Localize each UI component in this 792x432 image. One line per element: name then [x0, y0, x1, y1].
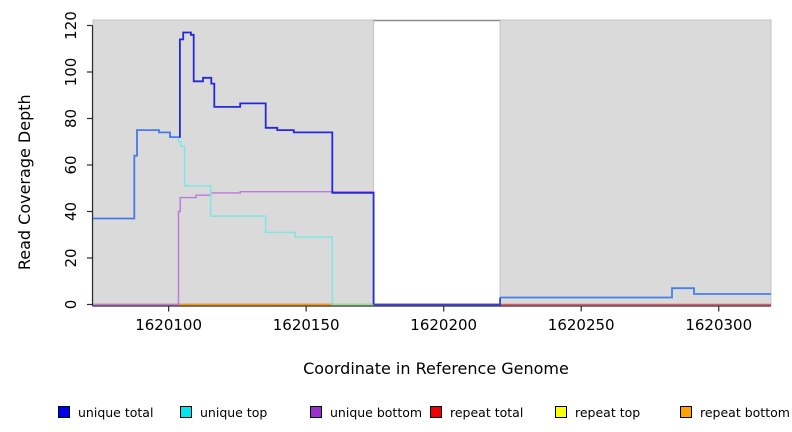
legend-swatch-unique-bottom-icon	[310, 405, 322, 418]
y-tick-label: 40	[62, 202, 80, 221]
y-tick-label: 100	[62, 58, 80, 87]
y-axis-title: Read Coverage Depth	[15, 94, 34, 270]
y-tick-label: 60	[62, 155, 80, 174]
x-tick-label: 1620300	[685, 316, 752, 334]
legend-item-unique-total: unique total	[58, 402, 154, 420]
series-unique-total	[500, 287, 771, 299]
shaded-region	[499, 19, 772, 307]
y-tick-label: 0	[62, 300, 80, 310]
legend-label: repeat bottom	[700, 405, 790, 420]
legend-item-repeat-total: repeat total	[430, 402, 524, 420]
x-tick-label: 1620200	[410, 316, 477, 334]
x-tick-label: 1620100	[135, 316, 202, 334]
y-tick-label: 20	[62, 248, 80, 267]
legend: unique total unique top unique bottom repea…	[0, 400, 792, 426]
legend-label: repeat total	[450, 405, 524, 420]
legend-label: unique bottom	[330, 405, 423, 420]
series-unique-total	[93, 129, 180, 220]
shaded-region	[92, 19, 375, 307]
legend-item-repeat-bottom: repeat bottom	[680, 402, 790, 420]
legend-item-unique-bottom: unique bottom	[310, 402, 423, 420]
legend-swatch-unique-total-icon	[58, 405, 70, 418]
legend-item-unique-top: unique top	[180, 402, 268, 420]
series-unique-bottom	[93, 191, 375, 306]
y-tick-label: 120	[62, 11, 80, 40]
legend-item-repeat-top: repeat top	[555, 402, 641, 420]
x-tick-label: 1620250	[548, 316, 615, 334]
series-unique-total	[179, 31, 375, 305]
legend-label: unique total	[78, 405, 154, 420]
x-axis-title: Coordinate in Reference Genome	[303, 359, 569, 378]
x-tick-label: 1620150	[273, 316, 340, 334]
legend-label: repeat top	[575, 405, 641, 420]
y-tick-label: 80	[62, 109, 80, 128]
legend-label: unique top	[200, 405, 268, 420]
series-unique-total	[373, 297, 501, 306]
legend-swatch-repeat-bottom-icon	[680, 405, 692, 418]
legend-swatch-repeat-top-icon	[555, 405, 567, 418]
legend-swatch-unique-top-icon	[180, 405, 192, 418]
legend-swatch-repeat-total-icon	[430, 405, 442, 418]
